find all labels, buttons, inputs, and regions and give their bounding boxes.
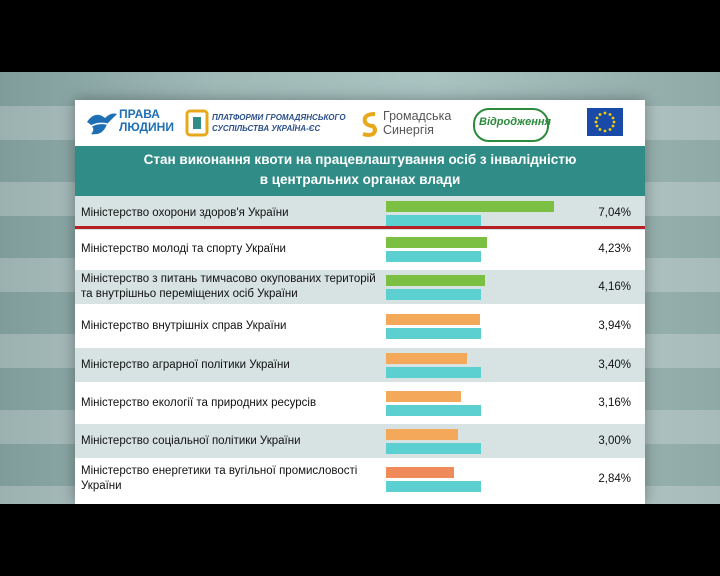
chart-row: Міністерство енергетики та вугільної про… [75, 462, 645, 496]
eu-flag-icon [587, 108, 623, 136]
category-label: Міністерство охорони здоров'я України [81, 206, 289, 219]
quota-bar [386, 443, 482, 454]
value-label: 7,04% [598, 207, 631, 219]
chart-row: Міністерство аграрної політики України 3,… [75, 348, 645, 382]
value-bar [386, 237, 487, 248]
accent-divider-line [75, 226, 645, 229]
bar-area [381, 386, 591, 420]
synergy-line-2: Синергія [383, 123, 434, 137]
bar-area [381, 309, 591, 343]
category-label: Міністерство молоді та спорту України [81, 242, 286, 255]
chart-row: Міністерство з питань тимчасово окупован… [75, 270, 645, 304]
prava-line-2: ЛЮДИНИ [119, 120, 174, 134]
value-label: 4,23% [598, 243, 631, 255]
category-label: Міністерство соціальної політики України [81, 434, 301, 447]
bar-area [381, 348, 591, 382]
chart-header: Стан виконання квоти на працевлаштування… [75, 146, 645, 196]
vidrodzhennia-logo-text: Відродження [479, 116, 552, 128]
chart-title-line-1: Стан виконання квоти на працевлаштування… [143, 152, 577, 167]
category-label: Міністерство екології та природних ресур… [81, 396, 317, 409]
quota-bar [386, 405, 482, 416]
value-label: 3,94% [598, 320, 631, 332]
chart-row: Міністерство екології та природних ресур… [75, 386, 645, 420]
category-label: Міністерство з питань тимчасово окупован… [81, 273, 376, 300]
chart-title: Стан виконання квоти на працевлаштування… [95, 150, 625, 190]
category-label: Міністерство енергетики та вугільної про… [81, 465, 358, 492]
platform-logo-text: ПЛАТФОРМИ ГРОМАДЯНСЬКОГО СУСПІЛЬСТВА УКР… [212, 112, 346, 134]
platform-line-1: ПЛАТФОРМИ ГРОМАДЯНСЬКОГО [212, 113, 346, 122]
bar-area [381, 270, 591, 304]
vidrodzhennia-logo: Відродження [473, 108, 552, 142]
bar-area [381, 196, 591, 230]
quota-bar [386, 289, 482, 300]
infographic-card: ПРАВА ЛЮДИНИ ПЛАТФОРМИ ГРОМАДЯНСЬКОГО СУ… [75, 100, 645, 504]
category-label: Міністерство аграрної політики України [81, 358, 290, 371]
category-label: Міністерство внутрішніх справ України [81, 319, 287, 332]
platform-logo-icon [185, 109, 209, 137]
value-label: 4,16% [598, 281, 631, 293]
value-bar [386, 353, 468, 364]
value-bar [386, 429, 458, 440]
value-label: 3,00% [598, 435, 631, 447]
prava-line-1: ПРАВА [119, 107, 160, 121]
bar-area [381, 232, 591, 266]
bar-area [381, 424, 591, 458]
value-bar [386, 391, 462, 402]
quota-bar [386, 367, 482, 378]
platform-line-2: СУСПІЛЬСТВА УКРАЇНА-ЄС [212, 124, 321, 133]
prava-logo-text: ПРАВА ЛЮДИНИ [119, 108, 174, 134]
partner-logos-strip: ПРАВА ЛЮДИНИ ПЛАТФОРМИ ГРОМАДЯНСЬКОГО СУ… [75, 100, 645, 146]
dove-logo-icon [87, 113, 117, 135]
chart-title-line-2: в центральних органах влади [259, 172, 461, 187]
value-label: 3,40% [598, 359, 631, 371]
value-bar [386, 201, 554, 212]
quota-bar [386, 215, 482, 226]
value-label: 2,84% [598, 473, 631, 485]
value-bar [386, 314, 480, 325]
synergy-line-1: Громадська [383, 109, 452, 123]
chart-row: Міністерство соціальної політики України… [75, 424, 645, 458]
quota-bar [386, 251, 482, 262]
chart-row: Міністерство охорони здоров'я України 7,0… [75, 196, 645, 230]
value-label: 3,16% [598, 397, 631, 409]
value-bar [386, 467, 454, 478]
synergy-logo-text: Громадська Синергія [383, 109, 451, 137]
value-bar [386, 275, 486, 286]
bar-area [381, 462, 591, 496]
synergy-logo-icon [362, 112, 377, 137]
chart-row: Міністерство внутрішніх справ України 3,9… [75, 309, 645, 343]
quota-bar [386, 481, 482, 492]
quota-bar [386, 328, 482, 339]
chart-row: Міністерство молоді та спорту України 4,2… [75, 232, 645, 266]
